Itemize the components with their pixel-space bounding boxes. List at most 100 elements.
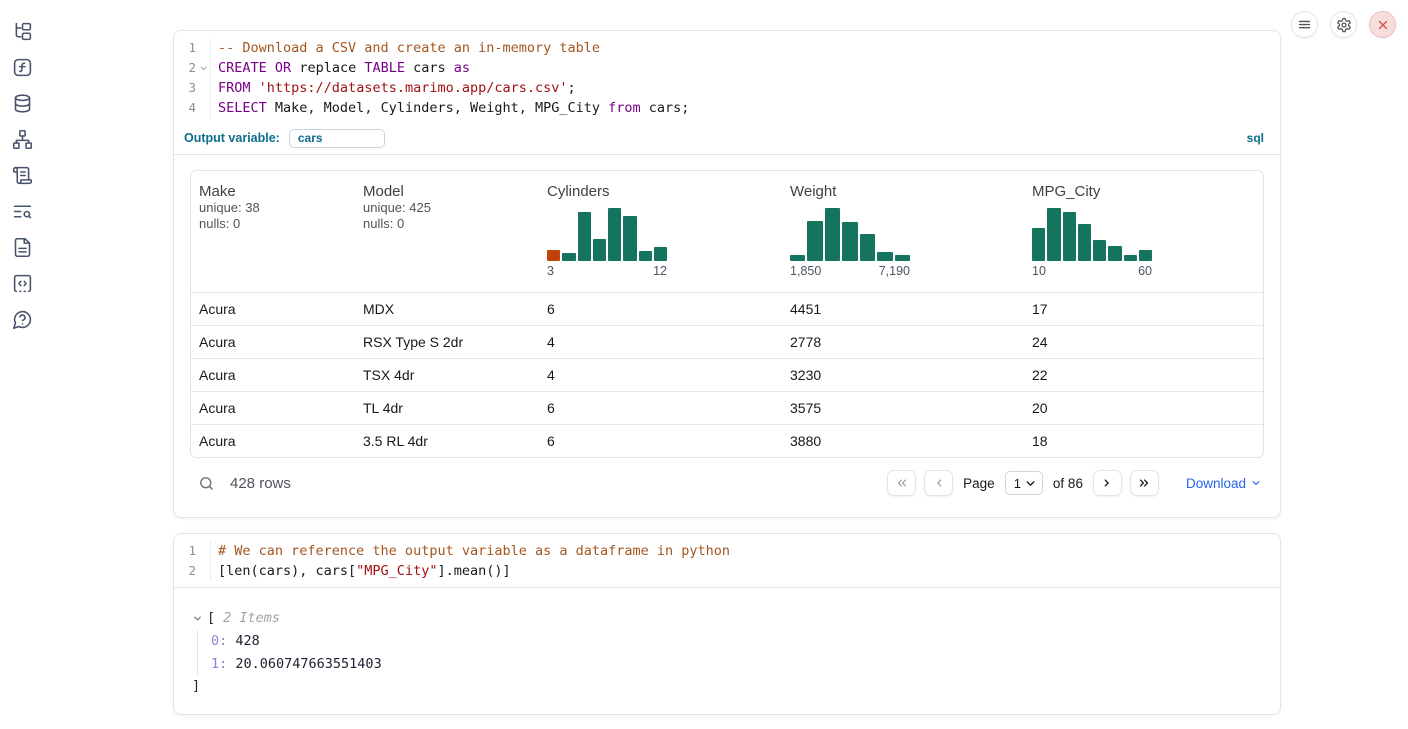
axis-min-label: 1,850 [790,264,822,278]
table-cell: 22 [1032,367,1048,383]
column-stat: nulls: 0 [363,216,405,231]
output-variable-input[interactable] [288,128,385,148]
histogram-bar [1093,240,1107,261]
menu-button[interactable] [1291,11,1318,38]
database-icon[interactable] [12,93,33,114]
file-tree-icon[interactable] [12,21,33,42]
table-row[interactable]: Acura TL 4dr 6 3575 20 [191,392,1263,425]
code-line[interactable]: 2 CREATE OR replace TABLE cars as [174,58,1280,78]
search-icon[interactable] [198,475,215,492]
histogram-bar [790,255,806,261]
column-header-make[interactable]: Make unique: 38 nulls: 0 [191,171,355,292]
prev-page-button[interactable] [924,470,954,496]
close-button[interactable] [1369,11,1396,38]
histogram-bar [1032,228,1046,261]
tree-item: 0: 428 [211,630,1264,653]
python-code-editor[interactable]: 1 # We can reference the output variable … [174,534,1280,587]
table-cell: 2778 [790,334,822,350]
code-line[interactable]: 1 -- Download a CSV and create an in-memo… [174,38,1280,58]
tree-items-count: 2 Items [223,610,281,626]
code-text: # We can reference the output variable a… [210,541,1280,561]
code-text: SELECT Make, Model, Cylinders, Weight, M… [210,98,1280,118]
table-cell: 3.5 RL 4dr [363,433,428,449]
tree-collapse-icon[interactable] [192,613,203,624]
tree-items: 0: 428 1: 20.060747663551403 [197,630,1264,675]
histogram-mpg_city: 10 60 [1032,208,1152,278]
table-row[interactable]: Acura RSX Type S 2dr 4 2778 24 [191,326,1263,359]
table-cell: 4451 [790,301,822,317]
settings-button[interactable] [1330,11,1357,38]
table-row[interactable]: Acura MDX 6 4451 17 [191,293,1263,326]
top-actions [1291,11,1396,38]
download-button[interactable]: Download [1186,476,1262,491]
table-footer: 428 rows Page 1 of 86 [190,468,1264,498]
tree-close-bracket: ] [192,678,201,694]
table-cell: Acura [199,367,236,383]
column-header-cylinders[interactable]: Cylinders 3 12 [539,171,782,292]
histogram-bars [1032,208,1152,261]
sql-output-area: Make unique: 38 nulls: 0 Model unique: 425 nu… [174,155,1280,517]
pagination: Page 1 of 86 Download [887,470,1262,496]
table-cell: 24 [1032,334,1048,350]
histogram-bar [608,208,622,261]
tree-open-bracket: [ [207,610,216,626]
axis-min-label: 3 [547,264,554,278]
histogram-bar [547,250,561,261]
column-title: Make [199,183,236,200]
code-line[interactable]: 1 # We can reference the output variable … [174,541,1280,561]
histogram-bar [653,247,667,261]
dependency-graph-icon[interactable] [12,129,33,150]
line-number: 1 [188,40,196,55]
axis-max-label: 7,190 [878,264,910,278]
code-line[interactable]: 2 [len(cars), cars["MPG_City"].mean()] [174,561,1280,581]
histogram-bar [877,252,893,261]
documentation-icon[interactable] [12,237,33,258]
output-variable-row: Output variable: sql [174,124,1280,154]
histogram-weight: 1,850 7,190 [790,208,910,278]
column-header-model[interactable]: Model unique: 425 nulls: 0 [355,171,539,292]
tree-item-value: 20.060747663551403 [227,655,382,672]
help-icon[interactable] [12,309,33,330]
histogram-axis-labels: 10 60 [1032,264,1152,278]
axis-max-label: 12 [653,264,667,278]
function-square-icon[interactable] [12,57,33,78]
column-title: Model [363,183,404,200]
sql-code-editor[interactable]: 1 -- Download a CSV and create an in-memo… [174,31,1280,124]
table-body: Acura MDX 6 4451 17 Acura RSX Type S 2dr 4 2778 2… [191,293,1263,457]
logs-search-icon[interactable] [12,201,33,222]
code-line[interactable]: 4 SELECT Make, Model, Cylinders, Weight, … [174,98,1280,118]
column-header-mpg_city[interactable]: MPG_City 10 60 [1024,171,1263,292]
scroll-text-icon[interactable] [12,165,33,186]
line-number: 1 [188,543,196,558]
page-select-value: 1 [1013,475,1021,491]
fold-chevron-icon [196,78,210,98]
page-total-label: of 86 [1052,475,1083,491]
sql-cell: 1 -- Download a CSV and create an in-memo… [173,30,1281,518]
next-page-button[interactable] [1092,470,1122,496]
histogram-bar [1077,224,1091,261]
table-cell: 20 [1032,400,1048,416]
table-cell: 3880 [790,433,822,449]
histogram-bar [1047,208,1061,261]
table-cell: 3575 [790,400,822,416]
left-sidebar [0,0,44,330]
table-row[interactable]: Acura 3.5 RL 4dr 6 3880 18 [191,425,1263,457]
table-cell: 4 [547,367,555,383]
histogram-bar [623,216,637,261]
page-select[interactable]: 1 [1004,471,1043,495]
last-page-button[interactable] [1129,470,1159,496]
table-cell: 17 [1032,301,1048,317]
fold-chevron-icon[interactable] [196,58,210,78]
table-cell: Acura [199,334,236,350]
histogram-bars [790,208,910,261]
code-line[interactable]: 3 FROM 'https://datasets.marimo.app/cars.… [174,78,1280,98]
snippets-icon[interactable] [12,273,33,294]
table-row[interactable]: Acura TSX 4dr 4 3230 22 [191,359,1263,392]
column-header-weight[interactable]: Weight 1,850 7,190 [782,171,1024,292]
data-table: Make unique: 38 nulls: 0 Model unique: 425 nu… [190,170,1264,458]
column-stat: unique: 38 [199,200,260,215]
first-page-button[interactable] [887,470,917,496]
table-cell: Acura [199,400,236,416]
python-output-tree: [ 2 Items 0: 428 1: 20.060747663551403 ] [174,588,1280,714]
histogram-bar [1108,246,1122,261]
